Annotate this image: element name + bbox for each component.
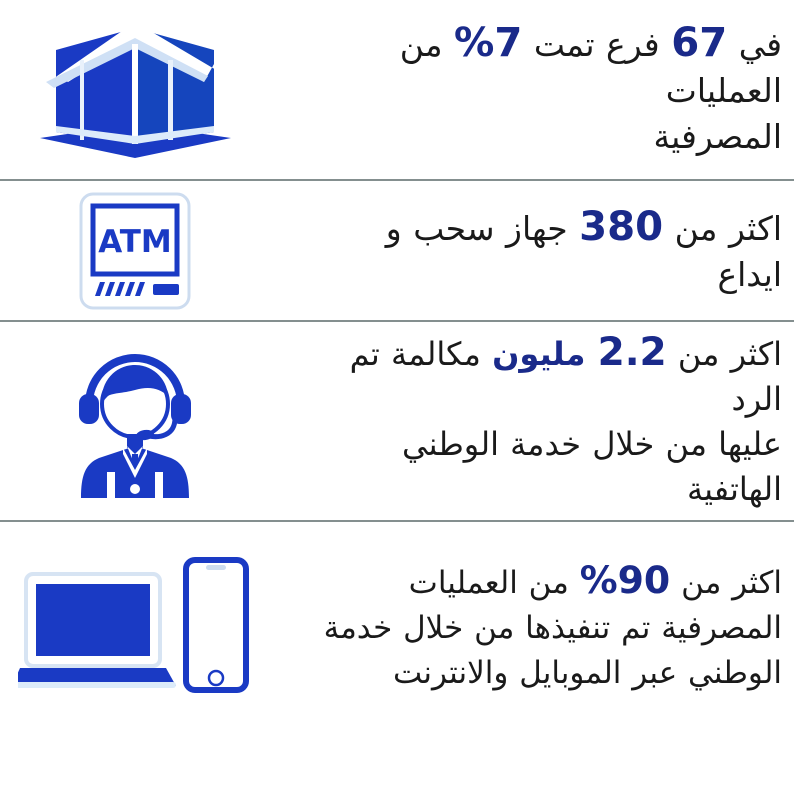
call-center-icon-cell [0,342,270,500]
divider-3 [0,520,794,522]
stat-row-branches: في 67 فرع تمت 7% من العمليات المصرفية [0,0,794,179]
atm-stat-text: اكثر من 380 جهاز سحب و ايداع [270,204,794,298]
text-fragment: فرع تمت [522,24,672,64]
bottom-whitespace [0,732,794,802]
digital-line-3: الوطني عبر الموبايل والانترنت [392,655,782,691]
atm-line-1: اكثر من 380 جهاز سحب و ايداع [330,204,782,298]
bank-branch-building-icon [28,20,243,160]
branches-stat-text: في 67 فرع تمت 7% من العمليات المصرفية [270,20,794,160]
call-center-agent-icon [75,342,195,500]
stat-number-380: 380 [579,203,664,250]
atm-icon-cell: ATM [0,192,270,310]
digital-line-1: اكثر من 90% من العمليات [304,558,782,606]
branches-line-1: في 67 فرع تمت 7% من العمليات [292,20,782,114]
stat-number-2-2: 2.2 [597,330,668,375]
text-fragment: اكثر من [663,208,782,248]
stat-number-90pct: 90% [579,558,671,602]
stat-unit-million: مليون [492,335,598,373]
laptop-and-mobile-icon [11,552,253,702]
text-fragment: جهاز سحب و ايداع [385,208,782,294]
divider-1 [0,179,794,181]
call-center-stat-text: اكثر من 2.2 مليون مكالمة تم الرد عليها م… [270,330,794,512]
text-fragment: اكثر من [666,335,782,373]
stat-number-7pct: 7% [454,19,523,66]
text-fragment: مكالمة تم الرد [349,335,782,418]
call-center-line-1: اكثر من 2.2 مليون مكالمة تم الرد [300,330,782,422]
digital-stat-text: اكثر من 90% من العمليات المصرفية تم تنفي… [270,558,794,696]
stat-row-call-center: اكثر من 2.2 مليون مكالمة تم الرد عليها م… [0,322,794,520]
atm-machine-icon: ATM [79,192,191,310]
text-fragment: في [727,24,782,64]
text-fragment: من العمليات [408,565,580,601]
call-center-line-2: عليها من خلال خدمة الوطني الهاتفية [402,425,782,508]
atm-icon-label: ATM [98,224,172,260]
branches-line-2: المصرفية [653,116,782,156]
text-fragment: من العمليات [399,24,782,110]
stat-row-digital: اكثر من 90% من العمليات المصرفية تم تنفي… [0,522,794,732]
divider-2 [0,320,794,322]
stat-row-atm: ATM اكثر من 380 جهاز سحب و ايداع [0,181,794,320]
digital-icon-cell [0,552,270,702]
stat-number-67: 67 [671,19,728,66]
text-fragment: اكثر من [670,565,782,601]
digital-line-2: المصرفية تم تنفيذها من خلال خدمة [323,610,782,646]
branch-icon-cell [0,20,270,160]
